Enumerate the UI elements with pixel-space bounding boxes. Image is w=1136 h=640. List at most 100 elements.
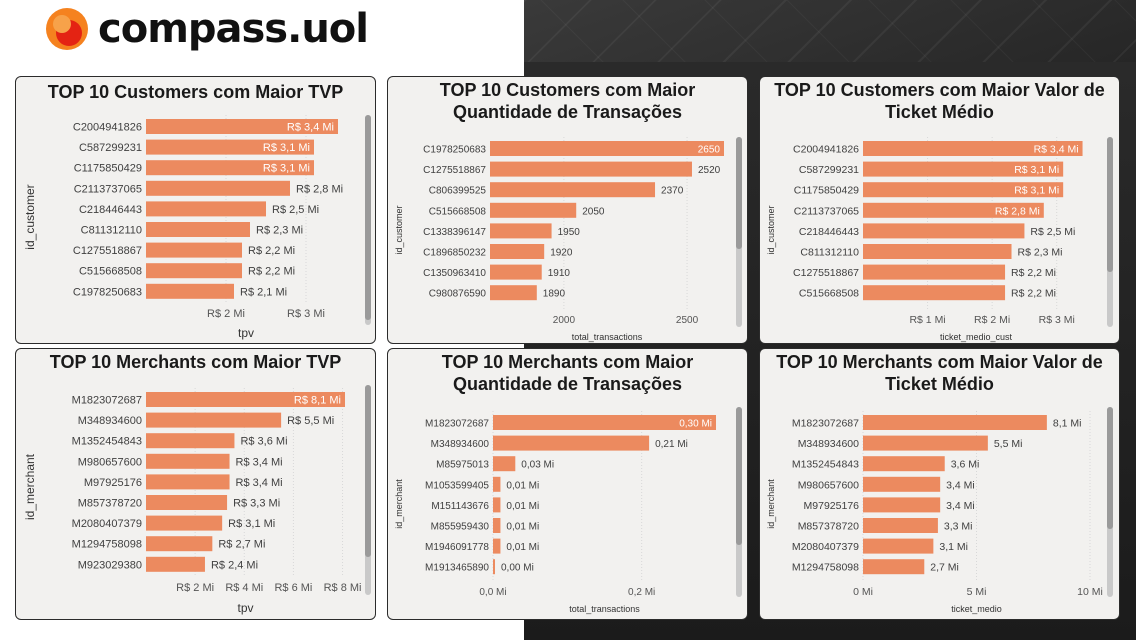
data-label: 3,4 Mi [946,479,975,491]
category-label: C515668508 [799,288,859,300]
data-label: 0,01 Mi [506,522,539,533]
y-axis-title: id_merchant [23,453,37,520]
x-tick-label: 0,0 Mi [479,587,506,598]
chart-card-customers-tvp[interactable]: R$ 2 Mi R$ 3 Mi C2004941826 R$ 3,4 Mi C58729… [15,76,376,344]
bar [146,556,205,572]
category-label: C2004941826 [73,122,142,134]
category-label: C1275518867 [423,165,486,176]
data-label: R$ 3,1 Mi [228,518,275,530]
bar [146,515,223,531]
category-label: M1294758098 [792,562,859,574]
data-label: R$ 3,1 Mi [263,142,310,154]
data-label: R$ 3,4 Mi [236,456,283,468]
bar [863,497,941,513]
brand-wordmark: compass.uol [98,6,369,52]
bar [863,244,1012,259]
bar [146,392,345,407]
bar [146,412,282,428]
bar [146,263,242,279]
bar [863,141,1083,156]
bar [146,453,230,469]
chart-card-merchants-tvp[interactable]: R$ 2 Mi R$ 4 Mi R$ 6 Mi R$ 8 Mi M1823072687 R… [15,348,376,620]
category-label: M857378720 [78,498,142,510]
category-label: M151143676 [431,501,489,512]
chart-card-customers-transactions[interactable]: 2000 2500 C1978250683 2650 C1275518867 2520 C8… [387,76,748,344]
bar [863,415,1047,430]
category-label: C587299231 [79,142,142,154]
x-tick-label: 2500 [676,315,699,326]
bar [146,536,213,552]
y-axis-title: id_customer [394,205,404,254]
category-label: C1338396147 [423,227,486,238]
scrollbar-thumb[interactable] [1107,407,1113,529]
data-label: R$ 2,3 Mi [256,225,303,237]
bar [146,139,314,155]
data-label: R$ 8,1 Mi [294,395,341,407]
category-label: C1175850429 [794,185,859,197]
bar [146,283,234,299]
data-label: 0,00 Mi [501,563,534,574]
y-axis-title: id_merchant [766,479,776,529]
chart-card-merchants-ticket[interactable]: 0 Mi 5 Mi 10 Mi M1823072687 8,1 Mi M348934600… [759,348,1120,620]
data-label: R$ 2,2 Mi [248,266,295,278]
data-label: 1910 [548,268,571,279]
category-label: M855959430 [431,522,490,533]
data-label: R$ 3,4 Mi [287,122,334,134]
x-tick-label: R$ 4 Mi [225,582,263,594]
bar [493,456,516,472]
chart-card-customers-ticket[interactable]: R$ 1 Mi R$ 2 Mi R$ 3 Mi C2004941826 R$ 3,4 M… [759,76,1120,344]
data-label: 0,30 Mi [679,419,712,430]
chart-merchants-ticket: 0 Mi 5 Mi 10 Mi M1823072687 8,1 Mi M348934600… [766,411,1103,614]
category-label: C1275518867 [73,245,142,257]
category-label: C811312110 [81,225,142,237]
bar [146,433,235,449]
bar [490,161,692,177]
category-label: M1823072687 [792,418,859,430]
category-label: C515668508 [79,266,142,278]
data-label: R$ 3,4 Mi [1034,144,1079,156]
data-label: R$ 2,1 Mi [240,286,287,298]
data-label: 3,1 Mi [939,541,968,553]
x-tick-label: 10 Mi [1077,586,1103,598]
x-tick-label: R$ 3 Mi [287,308,325,320]
category-label: C806399525 [429,186,487,197]
category-label: M348934600 [798,438,859,450]
brand-suffix: .uol [287,6,369,52]
scrollbar-thumb[interactable] [736,137,742,249]
x-tick-label: 0 Mi [853,586,873,598]
x-tick-label: R$ 8 Mi [324,582,362,594]
bar [490,244,545,259]
category-label: C1350963410 [423,268,486,279]
data-label: R$ 2,2 Mi [1011,267,1056,279]
y-axis-title: id_merchant [394,479,404,529]
brand-name: compass [98,6,288,52]
bar [490,264,542,280]
scrollbar-thumb[interactable] [736,407,742,545]
x-tick-label: R$ 3 Mi [1039,314,1075,326]
bar [863,559,925,575]
data-label: R$ 3,1 Mi [1014,164,1059,176]
data-label: 3,4 Mi [946,500,975,512]
category-label: M1823072687 [72,395,142,407]
chart-card-merchants-transactions[interactable]: 0,0 Mi 0,2 Mi M1823072687 0,30 Mi M348934600… [387,348,748,620]
category-label: C2004941826 [793,144,859,156]
data-label: 1890 [543,289,566,300]
bar [863,456,945,472]
x-axis-title: tpv [237,601,253,615]
x-axis-title: total_transactions [572,332,643,342]
category-label: M1053599405 [425,480,489,491]
scrollbar-thumb[interactable] [365,385,371,557]
data-label: R$ 2,2 Mi [248,245,295,257]
bar [490,202,577,218]
data-label: 0,03 Mi [521,460,554,471]
bar [493,518,501,533]
bar [493,415,716,430]
data-label: R$ 3,1 Mi [1014,185,1059,197]
data-label: 0,01 Mi [506,501,539,512]
scrollbar-thumb[interactable] [365,115,371,320]
chart-title: TOP 10 Customers com Maior Quantidade de… [439,80,696,122]
scrollbar-thumb[interactable] [1107,137,1113,272]
data-label: R$ 2,8 Mi [296,183,343,195]
category-label: M97925176 [804,500,860,512]
data-label: R$ 2,3 Mi [1018,247,1063,259]
